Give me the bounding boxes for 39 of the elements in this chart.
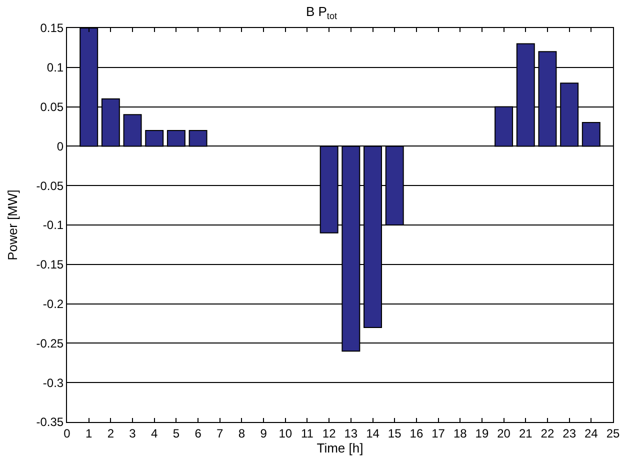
x-tick-label: 11 bbox=[301, 426, 314, 440]
x-tick-label: 2 bbox=[107, 426, 114, 440]
x-tick-label: 3 bbox=[129, 426, 136, 440]
x-tick-label: 24 bbox=[584, 426, 598, 440]
x-tick-label: 14 bbox=[366, 426, 380, 440]
x-tick-label: 8 bbox=[238, 426, 246, 440]
x-tick-label: 7 bbox=[216, 426, 224, 440]
y-tick-label: 0 bbox=[56, 139, 64, 154]
x-tick-label: 18 bbox=[453, 426, 468, 440]
x-tick-label: 15 bbox=[388, 426, 402, 440]
y-tick-label: 0.15 bbox=[40, 21, 64, 36]
x-tick-label: 17 bbox=[432, 426, 446, 440]
x-tick-label: 9 bbox=[260, 426, 268, 440]
y-tick-label: -0.3 bbox=[42, 376, 64, 390]
x-tick-label: 16 bbox=[410, 426, 424, 440]
y-tick-label: -0.2 bbox=[42, 297, 64, 311]
x-tick-label: 10 bbox=[278, 426, 292, 440]
x-tick-label: 12 bbox=[322, 426, 336, 440]
y-tick-label: -0.35 bbox=[36, 415, 64, 430]
x-tick-label: 21 bbox=[518, 426, 533, 440]
x-tick-label: 19 bbox=[475, 426, 489, 440]
y-tick-label: -0.15 bbox=[36, 258, 64, 272]
x-tick-label: 25 bbox=[606, 426, 620, 440]
x-tick-label: 1 bbox=[85, 426, 92, 440]
x-tick-label: 13 bbox=[344, 426, 358, 440]
x-tick-label: 20 bbox=[497, 426, 511, 440]
chart-title: B P$_{tot}$ bbox=[306, 4, 338, 21]
y-tick-label: -0.05 bbox=[36, 178, 64, 193]
x-tick-label: 6 bbox=[194, 426, 202, 440]
x-tick-label: 5 bbox=[172, 426, 180, 440]
x-tick-label: 4 bbox=[151, 426, 158, 440]
y-tick-label: 0.1 bbox=[46, 60, 64, 75]
y-axis-title: Power [MW] bbox=[5, 190, 20, 260]
x-tick-label: 22 bbox=[540, 426, 554, 440]
y-tick-label: -0.25 bbox=[36, 336, 64, 350]
y-tick-label: -0.1 bbox=[42, 218, 64, 232]
x-axis-title: Time [h] bbox=[316, 440, 364, 456]
x-tick-label: 23 bbox=[562, 426, 576, 440]
y-tick-label: 0.05 bbox=[40, 100, 64, 114]
